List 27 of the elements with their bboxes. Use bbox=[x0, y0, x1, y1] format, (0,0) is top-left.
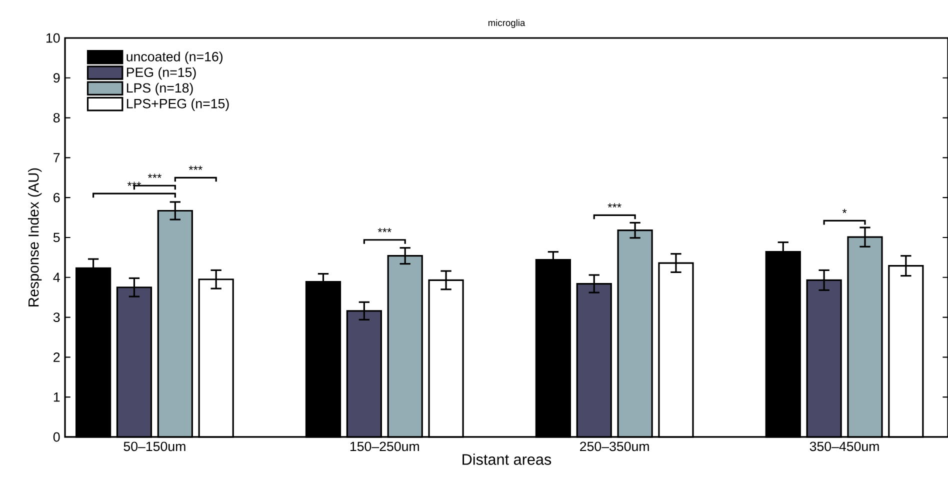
legend-label: PEG (n=15) bbox=[126, 67, 196, 80]
chart-title: microglia bbox=[488, 19, 526, 28]
y-tick-label: 0 bbox=[53, 432, 60, 442]
x-axis-title: Distant areas bbox=[462, 454, 552, 465]
y-tick-label: 4 bbox=[53, 272, 60, 282]
y-tick-label: 8 bbox=[53, 113, 60, 123]
y-tick-label: 10 bbox=[46, 33, 60, 43]
legend-label: LPS+PEG (n=15) bbox=[126, 98, 229, 111]
y-tick-label: 1 bbox=[54, 392, 60, 402]
y-tick-label: 5 bbox=[53, 232, 60, 242]
annotation: *** bbox=[608, 203, 622, 208]
y-tick-label: 6 bbox=[54, 192, 60, 202]
annotation: *** bbox=[378, 228, 392, 232]
x-tick-label: 350–450um bbox=[810, 442, 879, 452]
x-tick-label: 250–350um bbox=[580, 442, 649, 452]
annotation: *** bbox=[188, 166, 202, 170]
y-axis-title: Response Index (AU) bbox=[28, 168, 42, 306]
y-tick-label: 7 bbox=[54, 153, 60, 162]
y-tick-label: 9 bbox=[54, 73, 60, 83]
annotation: *** bbox=[148, 174, 162, 178]
x-tick-label: 150–250um bbox=[350, 442, 419, 452]
x-tick-label: 50–150um bbox=[124, 442, 186, 452]
annotation: * bbox=[842, 208, 847, 214]
legend-label: uncoated (n=16) bbox=[126, 52, 223, 64]
legend-label: LPS (n=18) bbox=[126, 82, 193, 96]
y-tick-label: 3 bbox=[53, 312, 60, 322]
y-tick-label: 2 bbox=[54, 352, 60, 362]
